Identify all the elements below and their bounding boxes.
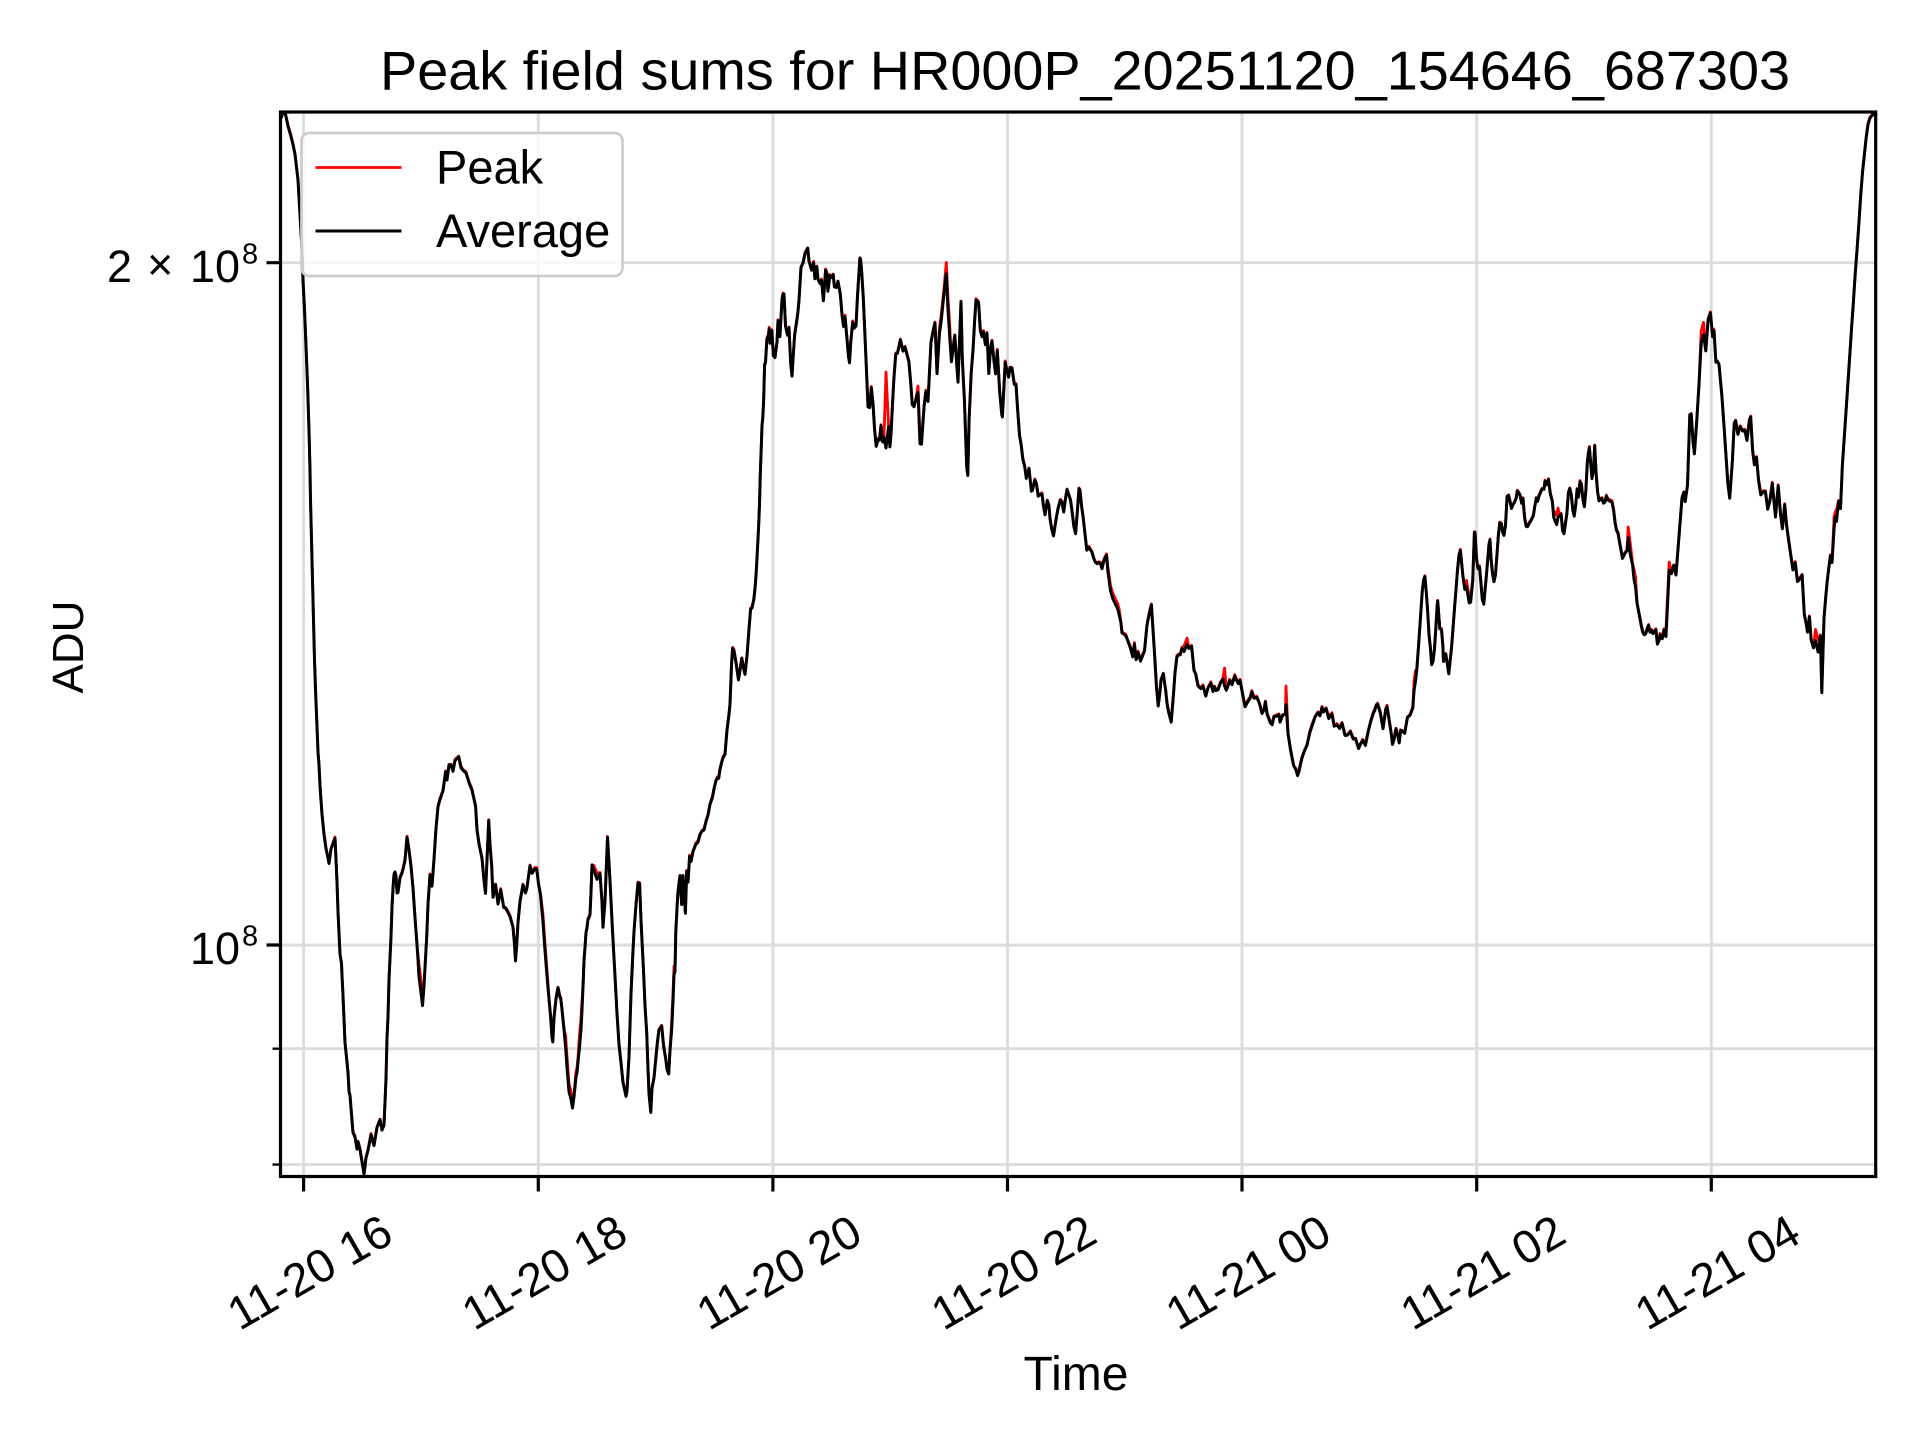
svg-text:10: 10 [190, 241, 240, 292]
svg-text:10: 10 [190, 923, 240, 974]
svg-text:2: 2 [107, 241, 132, 292]
svg-text:8: 8 [242, 239, 258, 271]
svg-text:Peak field sums for HR000P_202: Peak field sums for HR000P_20251120_1546… [380, 40, 1790, 102]
svg-text:Peak: Peak [436, 141, 544, 194]
svg-text:Average: Average [436, 204, 610, 257]
svg-text:8: 8 [242, 921, 258, 953]
svg-text:×: × [147, 239, 173, 290]
svg-text:Time: Time [1024, 1348, 1129, 1401]
svg-text:ADU: ADU [44, 601, 93, 694]
